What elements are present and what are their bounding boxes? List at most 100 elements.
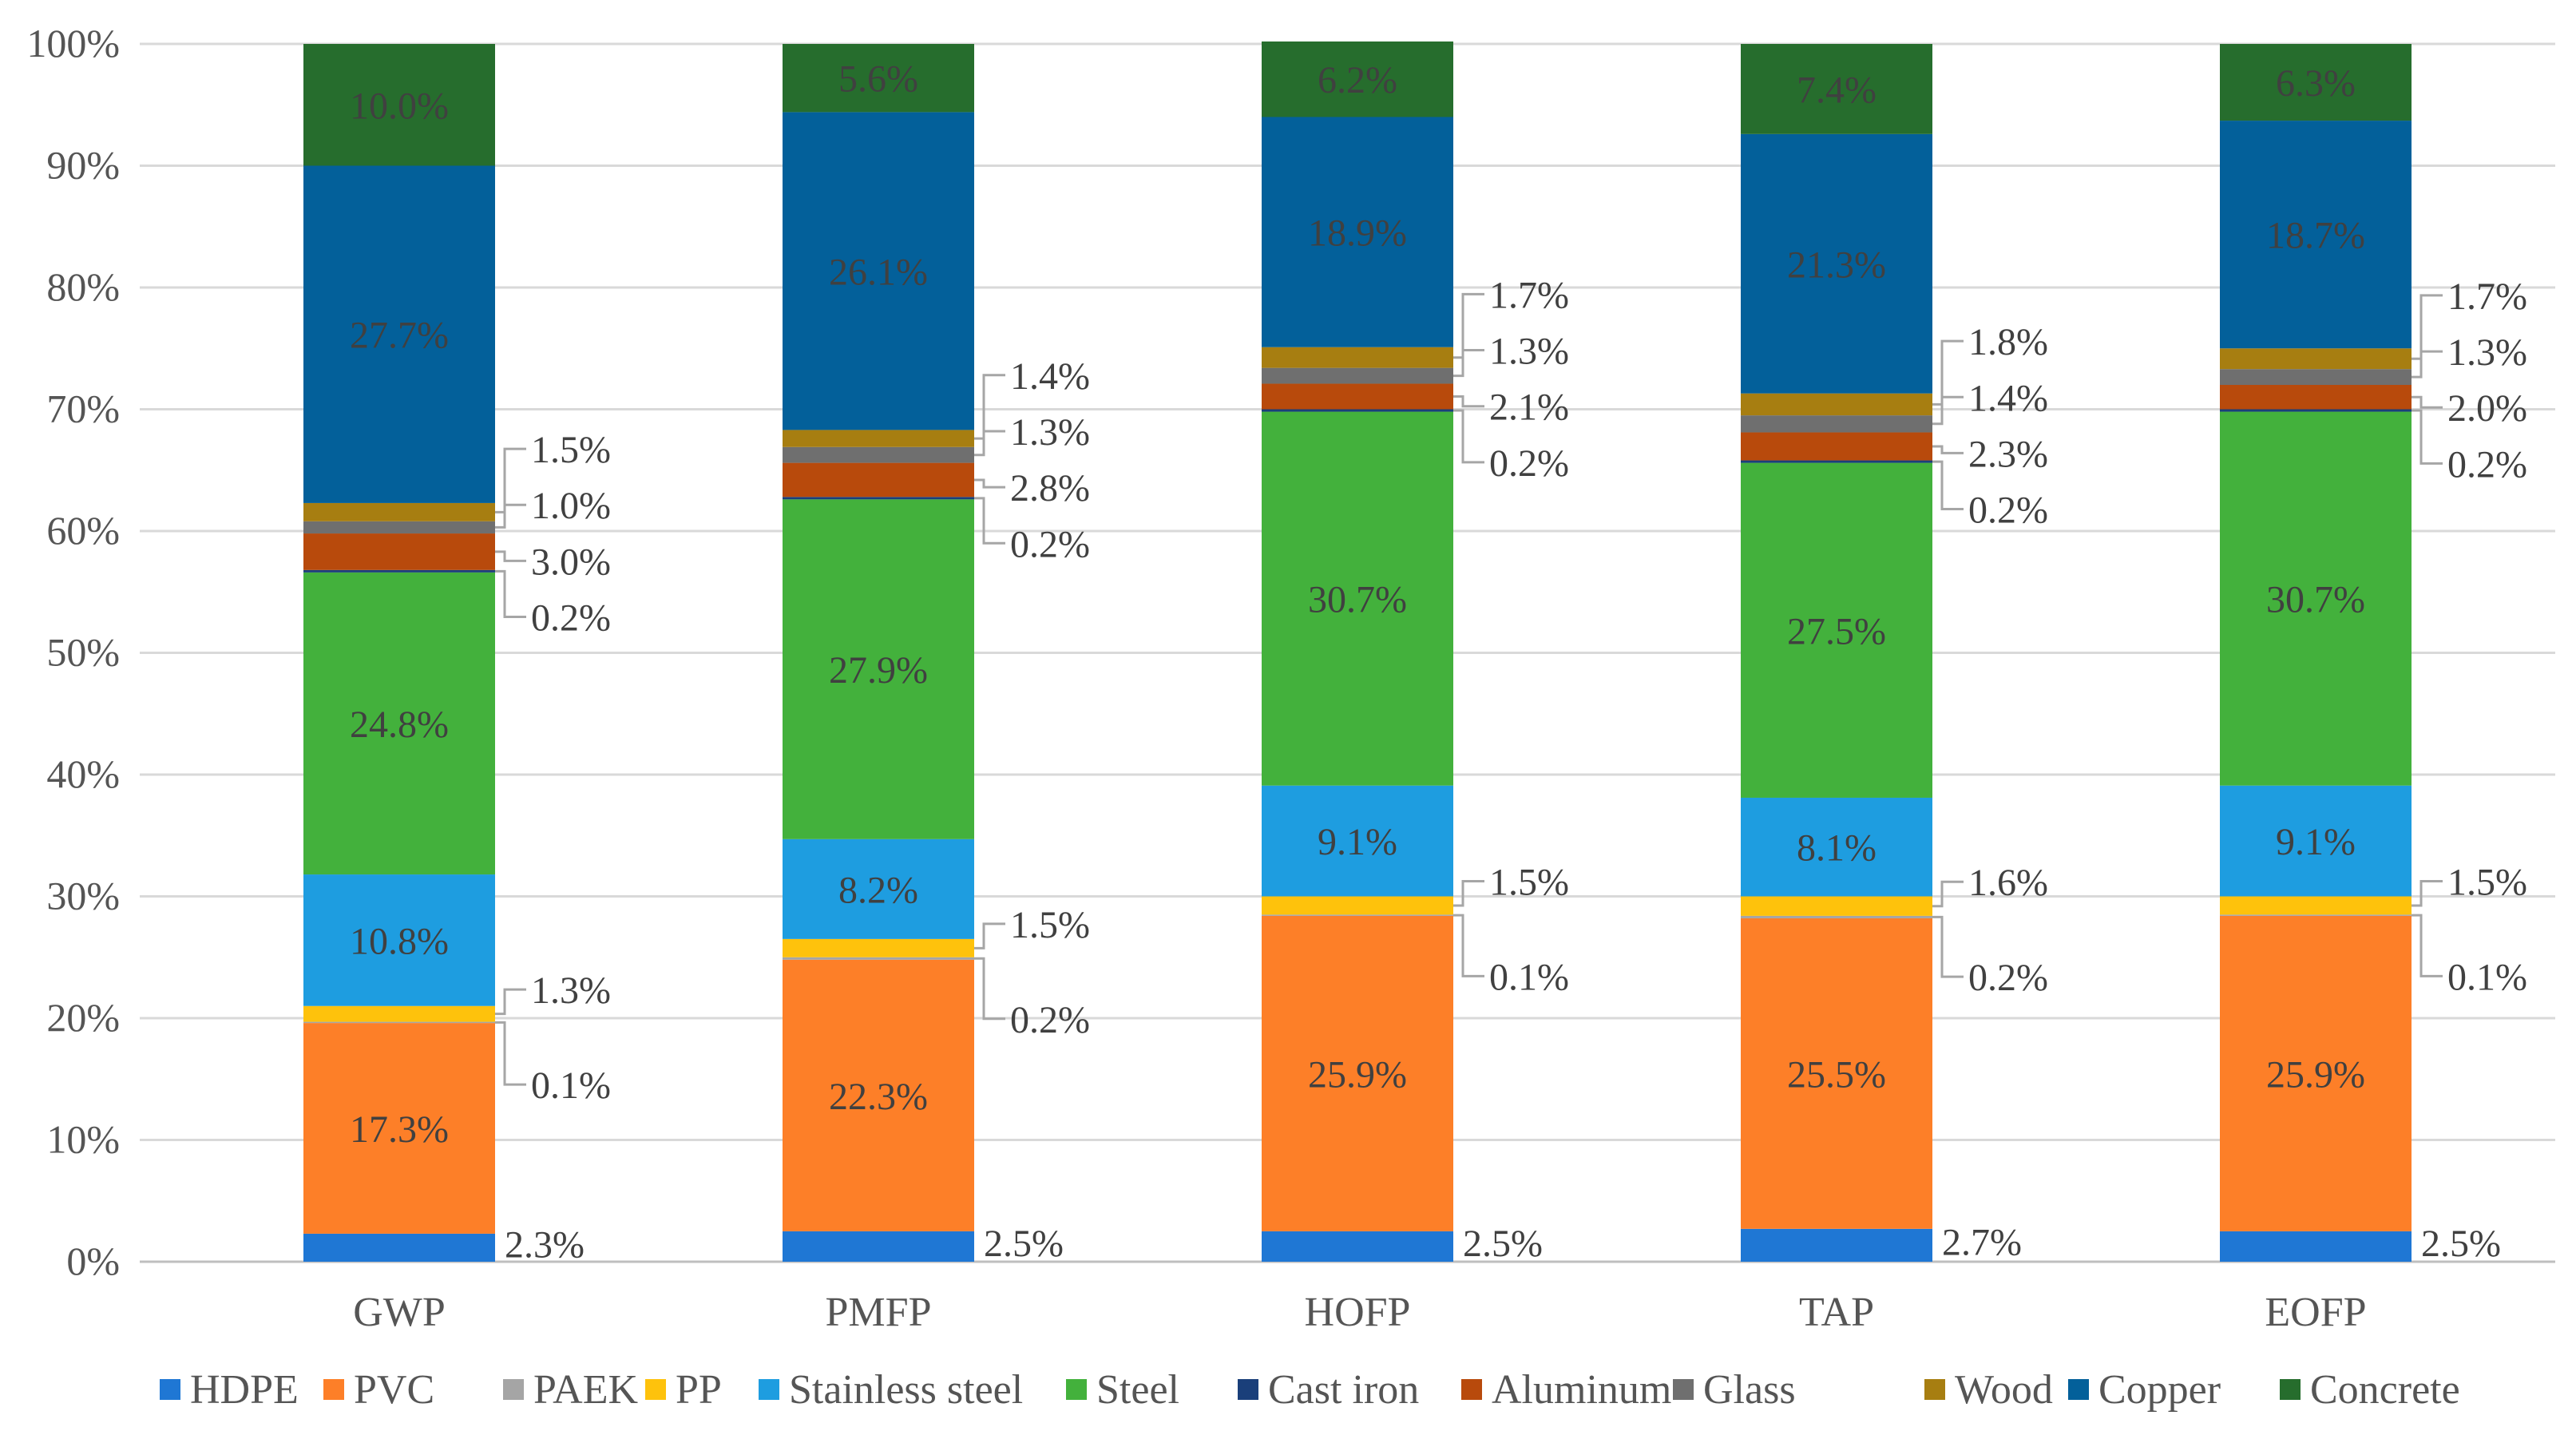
- data-label: 25.9%: [1308, 1053, 1407, 1096]
- bar-segment: [1741, 896, 1932, 916]
- y-tick-label: 40%: [46, 751, 120, 796]
- data-label: 1.4%: [1968, 377, 2048, 419]
- data-label: 2.0%: [2447, 387, 2527, 430]
- bar-segment: [2220, 385, 2412, 410]
- leader-line: [1932, 395, 1964, 426]
- data-label: 30.7%: [2266, 579, 2365, 621]
- x-tick-label: TAP: [1799, 1290, 1874, 1335]
- data-label: 1.3%: [1489, 331, 1569, 373]
- leader-line: [1932, 880, 1964, 908]
- data-label: 1.7%: [2447, 276, 2527, 318]
- data-label: 0.2%: [531, 597, 611, 640]
- data-label: 27.7%: [350, 315, 449, 357]
- bar-segment: [1262, 383, 1453, 410]
- data-label: 1.4%: [1010, 355, 1090, 398]
- data-label: 0.1%: [2447, 956, 2527, 998]
- bar-segment: [1262, 411, 1453, 786]
- leader-line: [2412, 914, 2443, 977]
- bars: [303, 41, 2412, 1262]
- bar-segment: [1262, 915, 1453, 1231]
- leader-line: [1932, 339, 1964, 406]
- bar-segment: [2220, 914, 2412, 916]
- leader-line: [495, 988, 526, 1016]
- leader-line: [495, 569, 526, 619]
- leader-line: [495, 503, 526, 529]
- leader-line: [1453, 409, 1484, 464]
- bar-segment: [1741, 1228, 1932, 1262]
- bar-segment: [303, 1233, 495, 1262]
- data-label: 2.5%: [2421, 1223, 2501, 1265]
- bar-segment: [1262, 785, 1453, 897]
- y-tick-label: 100%: [26, 21, 120, 65]
- bar-segment: [303, 502, 495, 521]
- data-label: 9.1%: [1318, 821, 1397, 863]
- leader-line: [1932, 445, 1964, 454]
- bar-segment: [303, 521, 495, 534]
- legend: HDPE PVC PAEK PP Stainless steel Steel Cast ir…: [160, 1367, 2460, 1413]
- bar-segment: [1262, 1231, 1453, 1262]
- data-label: 2.3%: [1968, 433, 2048, 475]
- y-tick-label: 80%: [46, 264, 120, 309]
- legend-swatch: [1238, 1379, 1258, 1400]
- leader-line: [495, 447, 526, 513]
- data-label: 3.0%: [531, 541, 611, 583]
- x-axis: GWP PMFP HOFP TAP EOFP: [353, 1290, 2366, 1335]
- bar-segment: [2220, 409, 2412, 412]
- data-label: 0.1%: [531, 1064, 611, 1107]
- data-label: 2.5%: [984, 1223, 1064, 1265]
- bar-segment: [1741, 460, 1932, 463]
- data-label: 18.7%: [2266, 215, 2365, 257]
- bar-segment: [1262, 409, 1453, 412]
- legend-swatch: [1461, 1379, 1482, 1400]
- leader-line: [2412, 395, 2443, 409]
- bar-segment: [2220, 121, 2412, 349]
- leader-line: [974, 374, 1005, 440]
- legend-label: HDPE: [190, 1367, 299, 1413]
- leader-line: [974, 497, 1005, 545]
- leader-line: [495, 1021, 526, 1086]
- leader-line: [2412, 294, 2443, 360]
- bar-segment: [783, 499, 974, 839]
- bar-segment: [303, 1005, 495, 1022]
- bar-segment: [1741, 44, 1932, 134]
- legend-swatch: [323, 1379, 344, 1400]
- bar-segment: [2220, 411, 2412, 786]
- data-label: 7.4%: [1797, 69, 1877, 111]
- legend-label: PP: [676, 1367, 722, 1413]
- y-tick-label: 70%: [46, 386, 120, 431]
- y-tick-label: 90%: [46, 143, 120, 188]
- data-label: 1.3%: [2447, 331, 2527, 374]
- legend-label: Cast iron: [1268, 1367, 1419, 1413]
- data-label: 2.1%: [1489, 386, 1569, 429]
- legend-label: Wood: [1955, 1367, 2053, 1413]
- leader-line: [974, 430, 1005, 457]
- data-label: 0.2%: [1968, 957, 2048, 999]
- data-label: 0.2%: [1968, 490, 2048, 532]
- legend-swatch: [2280, 1379, 2301, 1400]
- leader-line: [974, 957, 1005, 1021]
- bar-segment: [303, 569, 495, 573]
- data-label: 8.1%: [1797, 827, 1877, 870]
- bar-segment: [1262, 914, 1453, 916]
- data-label: 6.2%: [1318, 59, 1397, 101]
- y-tick-label: 20%: [46, 995, 120, 1040]
- legend-label: Concrete: [2310, 1367, 2460, 1413]
- bar-segment: [2220, 915, 2412, 1231]
- bar-segment: [783, 959, 974, 1231]
- data-label: 6.3%: [2276, 62, 2356, 105]
- data-label: 21.3%: [1787, 244, 1886, 286]
- data-label: 17.3%: [350, 1108, 449, 1151]
- data-label: 0.1%: [1489, 956, 1569, 998]
- x-tick-label: EOFP: [2265, 1290, 2366, 1335]
- leader-line: [1453, 292, 1484, 359]
- data-label: 2.7%: [1942, 1221, 2022, 1263]
- data-label: 8.2%: [838, 869, 918, 911]
- bar-segment: [1741, 915, 1932, 918]
- x-tick-label: PMFP: [826, 1290, 932, 1335]
- bar-segment: [303, 165, 495, 503]
- bar-segment: [303, 1023, 495, 1234]
- data-label: 1.5%: [531, 429, 611, 471]
- legend-swatch: [160, 1379, 180, 1400]
- data-label: 0.2%: [1489, 442, 1569, 485]
